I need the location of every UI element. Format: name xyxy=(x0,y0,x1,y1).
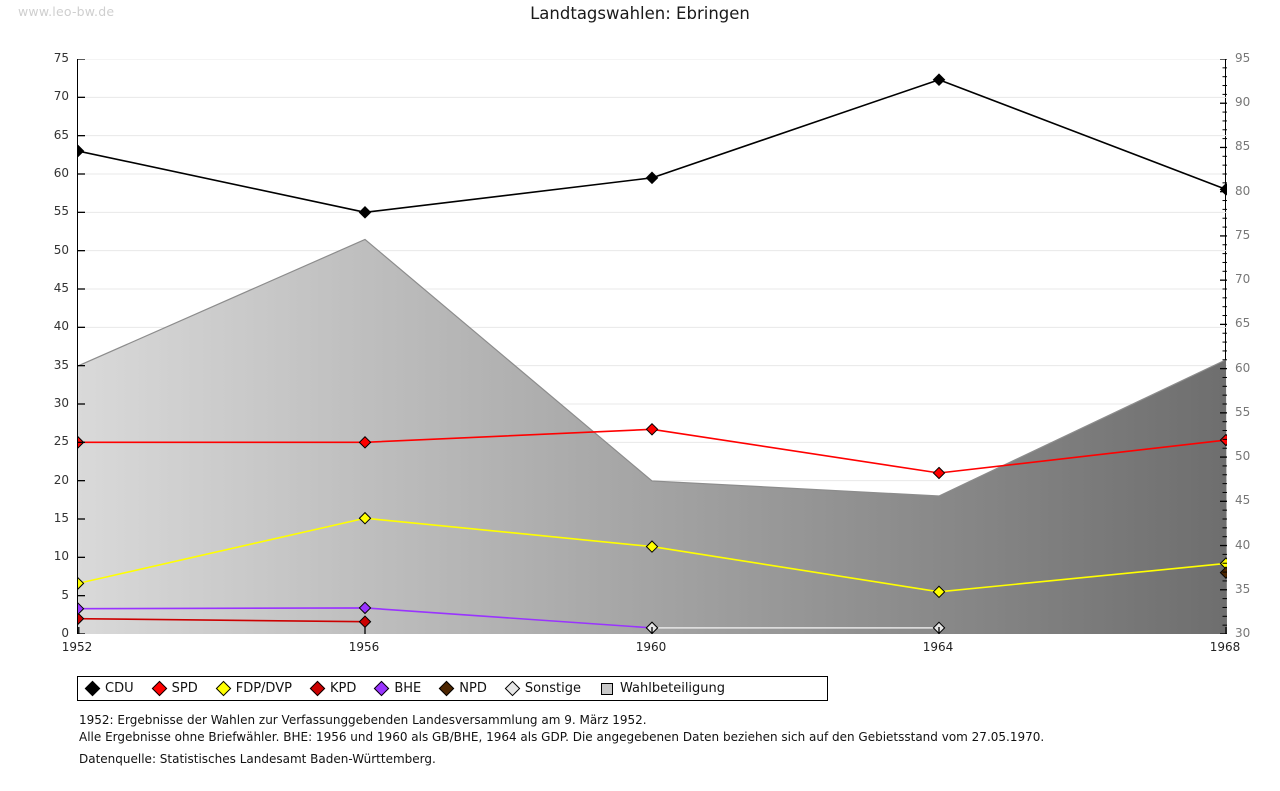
x-axis-tick: 1952 xyxy=(61,640,93,654)
series-markers xyxy=(78,73,1227,634)
right-axis-tick: 40 xyxy=(1235,537,1251,552)
left-axis-tick: 55 xyxy=(53,204,69,219)
left-axis-tick: 45 xyxy=(53,281,69,295)
legend-item-label: SPD xyxy=(171,681,198,696)
x-axis-tick: 1968 xyxy=(1209,640,1241,654)
legend-item-label: FDP/DVP xyxy=(235,681,292,696)
legend-item-spd[interactable]: SPD xyxy=(151,680,198,697)
left-axis-tick: 65 xyxy=(53,127,69,142)
page-title: Landtagswahlen: Ebringen xyxy=(530,4,750,23)
legend-item-label: NPD xyxy=(459,681,487,696)
left-axis-tick: 10 xyxy=(53,549,69,564)
right-axis-tick: 55 xyxy=(1235,404,1251,419)
left-axis-tick: 60 xyxy=(53,166,69,180)
x-axis-tick: 1960 xyxy=(635,640,667,654)
legend-item-bhe[interactable]: BHE xyxy=(374,680,422,697)
footnotes: 1952: Ergebnisse der Wahlen zur Verfassu… xyxy=(79,712,1179,745)
data-source: Datenquelle: Statistisches Landesamt Bad… xyxy=(79,752,436,766)
left-axis-tick: 20 xyxy=(53,472,69,487)
left-axis-tick: 15 xyxy=(53,511,69,525)
x-axis-tick: 1964 xyxy=(922,640,954,654)
chart-legend: CDU SPD FDP/DVP KPD BHE NPD Sonstige Wahlbeteil… xyxy=(77,676,828,701)
left-axis-tick: 30 xyxy=(53,396,69,410)
right-axis-tick: 35 xyxy=(1235,581,1251,596)
legend-item-npd[interactable]: NPD xyxy=(438,680,487,697)
legend-diamond-icon xyxy=(504,680,521,697)
legend-diamond-icon xyxy=(374,680,390,697)
legend-item-kpd[interactable]: KPD xyxy=(309,680,357,697)
right-axis-tick: 30 xyxy=(1235,626,1251,640)
right-axis-tick: 80 xyxy=(1235,183,1251,198)
right-axis-tick: 90 xyxy=(1235,95,1251,110)
right-axis-tick: 75 xyxy=(1235,227,1251,242)
legend-diamond-icon xyxy=(151,680,167,697)
legend-item-label: Wahlbeteiligung xyxy=(620,681,726,696)
plot-area xyxy=(77,59,1227,634)
left-axis-tick: 35 xyxy=(53,357,69,372)
legend-item-cdu[interactable]: CDU xyxy=(84,680,134,697)
right-axis-tick: 50 xyxy=(1235,449,1251,464)
legend-item-label: Sonstige xyxy=(524,681,582,696)
x-axis-tick: 1956 xyxy=(348,640,380,654)
legend-item-fdp-dvp[interactable]: FDP/DVP xyxy=(215,680,292,697)
left-axis-tick: 70 xyxy=(53,89,69,104)
turnout-area xyxy=(78,238,1227,634)
legend-square-icon xyxy=(601,682,614,695)
left-axis-tick: 5 xyxy=(61,587,69,602)
legend-item-sonstige[interactable]: Sonstige xyxy=(504,680,582,697)
right-axis-tick: 60 xyxy=(1235,360,1251,375)
legend-item-wahlbeteiligung[interactable]: Wahlbeteiligung xyxy=(601,681,725,696)
legend-diamond-icon xyxy=(309,680,326,697)
legend-item-label: BHE xyxy=(394,681,422,696)
footnote-line-2: Alle Ergebnisse ohne Briefwähler. BHE: 1… xyxy=(79,729,1045,744)
legend-item-label: CDU xyxy=(105,681,134,696)
left-axis-tick: 75 xyxy=(53,51,69,65)
left-axis-tick: 0 xyxy=(61,626,69,640)
watermark: www.leo-bw.de xyxy=(18,4,115,19)
left-axis-tick: 40 xyxy=(53,319,69,334)
legend-diamond-icon xyxy=(84,680,101,697)
right-axis-tick: 85 xyxy=(1235,139,1251,154)
legend-diamond-icon xyxy=(438,680,455,697)
right-axis-tick: 45 xyxy=(1235,493,1251,508)
right-axis-tick: 65 xyxy=(1235,316,1251,331)
left-axis-tick: 50 xyxy=(53,242,69,257)
legend-item-label: KPD xyxy=(329,681,357,696)
right-axis-tick: 70 xyxy=(1235,272,1251,287)
legend-diamond-icon xyxy=(215,680,231,697)
axis-ticks xyxy=(78,59,1227,634)
chart-svg xyxy=(78,59,1227,634)
left-axis-tick: 25 xyxy=(53,434,69,449)
right-axis-tick: 95 xyxy=(1235,51,1251,65)
footnote-line-1: 1952: Ergebnisse der Wahlen zur Verfassu… xyxy=(79,713,647,727)
